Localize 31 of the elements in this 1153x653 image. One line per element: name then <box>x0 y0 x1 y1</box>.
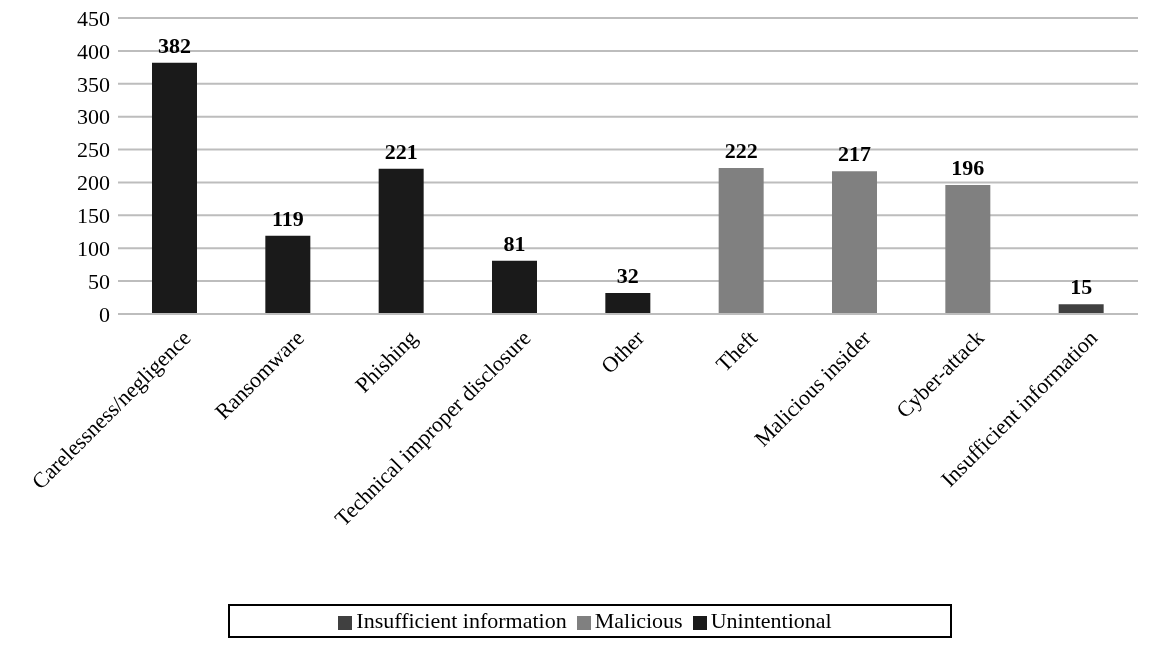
bar <box>265 235 311 314</box>
y-tick-label: 300 <box>77 104 110 130</box>
bar <box>718 167 764 314</box>
y-tick-label: 400 <box>77 38 110 64</box>
bar <box>832 171 877 314</box>
y-tick-label: 0 <box>99 301 110 327</box>
bar <box>152 62 197 314</box>
y-tick-label: 450 <box>77 5 110 31</box>
y-tick-label: 250 <box>77 137 110 163</box>
y-tick-label: 200 <box>77 170 110 196</box>
y-tick-label: 50 <box>88 268 110 294</box>
legend-label: Malicious <box>594 608 683 633</box>
bar <box>378 168 424 314</box>
data-label: 32 <box>616 262 639 288</box>
data-label: 217 <box>838 141 871 167</box>
bar <box>605 292 651 314</box>
data-label: 119 <box>271 205 304 231</box>
legend-label: Unintentional <box>710 608 832 633</box>
bar <box>492 260 537 314</box>
data-label: 15 <box>1070 274 1093 300</box>
data-label: 382 <box>158 32 191 58</box>
legend-label: Insufficient information <box>356 608 567 633</box>
data-label: 196 <box>951 155 985 181</box>
data-label: 222 <box>724 137 758 163</box>
bar <box>945 185 991 314</box>
bar <box>1058 304 1104 314</box>
data-label: 81 <box>503 230 526 256</box>
y-tick-label: 100 <box>77 236 110 262</box>
data-label: 221 <box>384 138 418 164</box>
y-tick-label: 350 <box>77 71 110 97</box>
y-tick-label: 150 <box>77 203 110 229</box>
